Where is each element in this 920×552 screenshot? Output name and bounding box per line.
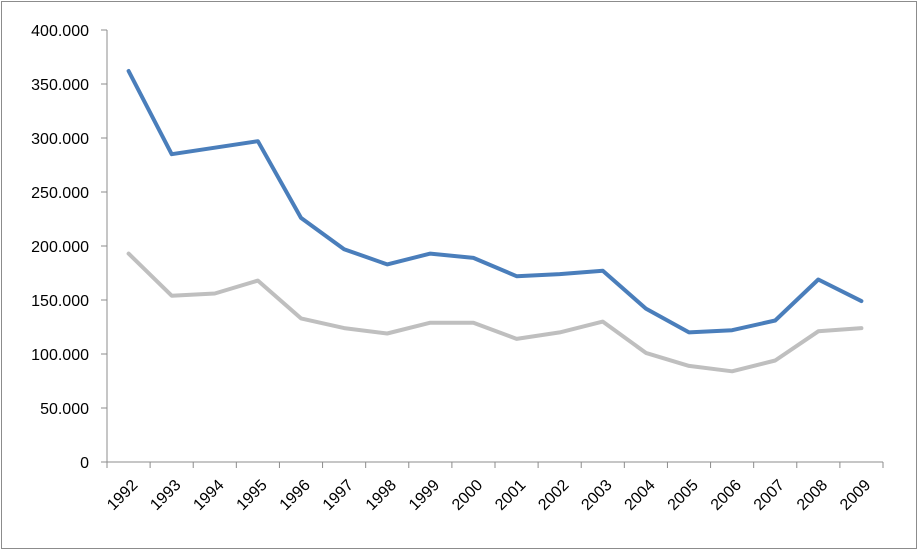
- y-tick-label: 0: [80, 455, 89, 472]
- x-tick-label: 2009: [837, 477, 874, 514]
- x-tick-label: 1995: [234, 477, 271, 514]
- series-line-2: [126, 251, 864, 374]
- x-tick-label: 2003: [578, 477, 615, 514]
- x-tick-label: 2006: [708, 477, 745, 514]
- y-tick-label: 100.000: [31, 347, 89, 364]
- y-tick-label: 200.000: [31, 239, 89, 256]
- y-axis: 0 50.000 100.000 150.000 200.000 250.000 300.0…: [31, 23, 108, 472]
- x-tick-label: 2007: [751, 477, 788, 514]
- series-line-1: [126, 69, 864, 335]
- y-tick-label: 250.000: [31, 185, 89, 202]
- x-tick-label: 1996: [277, 477, 314, 514]
- x-tick-label: 1998: [363, 477, 400, 514]
- x-tick-label: 1997: [320, 477, 357, 514]
- x-tick-label: 2004: [622, 477, 659, 514]
- x-tick-label: 2005: [665, 477, 702, 514]
- x-tick-label: 2002: [535, 477, 572, 514]
- y-tick-label: 150.000: [31, 293, 89, 310]
- y-tick-label: 350.000: [31, 77, 89, 94]
- x-tick-label: 2001: [492, 477, 529, 514]
- y-tick-label: 300.000: [31, 131, 89, 148]
- y-tick-label: 50.000: [40, 401, 89, 418]
- x-axis: 1992 1993 1994 1995 1996 1997 1998 1999 2000 2001…: [104, 461, 884, 514]
- x-tick-label: 2000: [449, 477, 486, 514]
- y-tick-label: 400.000: [31, 23, 89, 40]
- x-tick-label: 1994: [190, 477, 227, 514]
- x-tick-label: 1992: [104, 477, 141, 514]
- x-tick-label: 1999: [406, 477, 443, 514]
- x-tick-label: 1993: [147, 477, 184, 514]
- series-layer: [126, 69, 864, 374]
- x-tick-label: 2008: [794, 477, 831, 514]
